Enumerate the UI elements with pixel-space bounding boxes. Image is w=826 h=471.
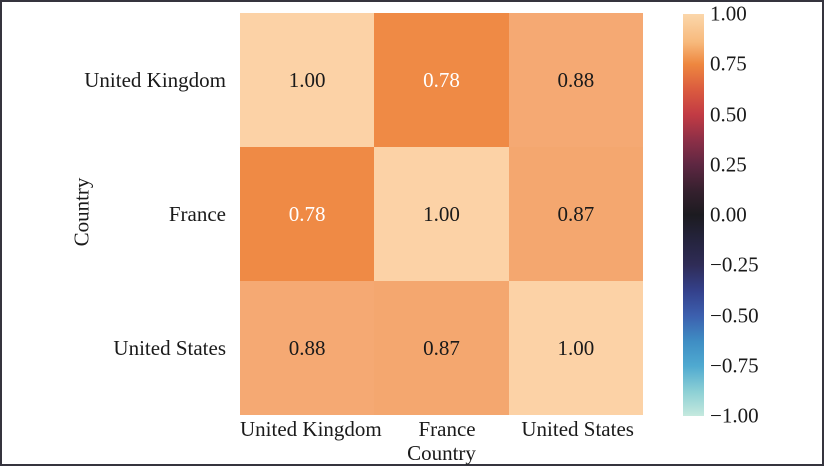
cell-value: 1.00 bbox=[423, 201, 460, 226]
colorbar-tick-labels: 1.00 0.75 0.50 0.25 0.00 −0.25 −0.50 −0.75 −1.00 bbox=[710, 2, 780, 428]
cell-value: 0.87 bbox=[557, 201, 595, 226]
cell-value: 0.88 bbox=[557, 67, 595, 92]
cell-value: 0.78 bbox=[288, 201, 326, 226]
y-tick-label: United States bbox=[113, 335, 226, 360]
colorbar-tick-label: 0.75 bbox=[710, 51, 747, 76]
colorbar-tick-label: 0.50 bbox=[710, 102, 747, 126]
colorbar bbox=[683, 14, 704, 416]
cell-value: 1.00 bbox=[288, 67, 326, 92]
x-tick-label: United Kingdom bbox=[240, 417, 382, 441]
colorbar-tick-label: −0.50 bbox=[710, 303, 759, 327]
heatmap-cell: 0.87 bbox=[374, 281, 509, 415]
x-tick-label: United States bbox=[521, 417, 634, 441]
colorbar-tick-label: 0.00 bbox=[710, 202, 747, 227]
cell-value: 0.88 bbox=[288, 335, 326, 360]
heatmap-cell: 0.88 bbox=[240, 281, 375, 415]
colorbar-tick-label: 1.00 bbox=[710, 1, 747, 26]
cell-value: 0.78 bbox=[423, 67, 460, 92]
x-tick-labels: United Kingdom France United States bbox=[240, 417, 643, 442]
heatmap-cell: 1.00 bbox=[240, 13, 375, 147]
colorbar-tick-label: −1.00 bbox=[710, 403, 759, 428]
cell-value: 1.00 bbox=[557, 335, 595, 360]
colorbar-tick-label: −0.75 bbox=[710, 353, 759, 378]
y-tick-label: France bbox=[168, 201, 226, 226]
x-axis-title: Country bbox=[407, 441, 476, 465]
heatmap-cell: 0.87 bbox=[508, 147, 643, 281]
heatmap-cell: 1.00 bbox=[508, 281, 643, 415]
heatmap-grid: 1.00 0.78 0.88 0.78 1.00 0.87 0.88 0.87 1.00 bbox=[240, 13, 643, 415]
colorbar-tick-label: 0.25 bbox=[710, 152, 747, 177]
heatmap-cell: 0.88 bbox=[508, 13, 643, 147]
heatmap-cell: 1.00 bbox=[374, 147, 509, 281]
cell-value: 0.87 bbox=[423, 335, 460, 360]
colorbar-tick-label: −0.25 bbox=[710, 252, 759, 277]
y-tick-label: United Kingdom bbox=[84, 67, 226, 92]
y-tick-labels: United Kingdom France United States bbox=[0, 13, 232, 415]
heatmap-cell: 0.78 bbox=[240, 147, 375, 281]
heatmap-cell: 0.78 bbox=[374, 13, 509, 147]
x-tick-label: France bbox=[418, 417, 476, 441]
